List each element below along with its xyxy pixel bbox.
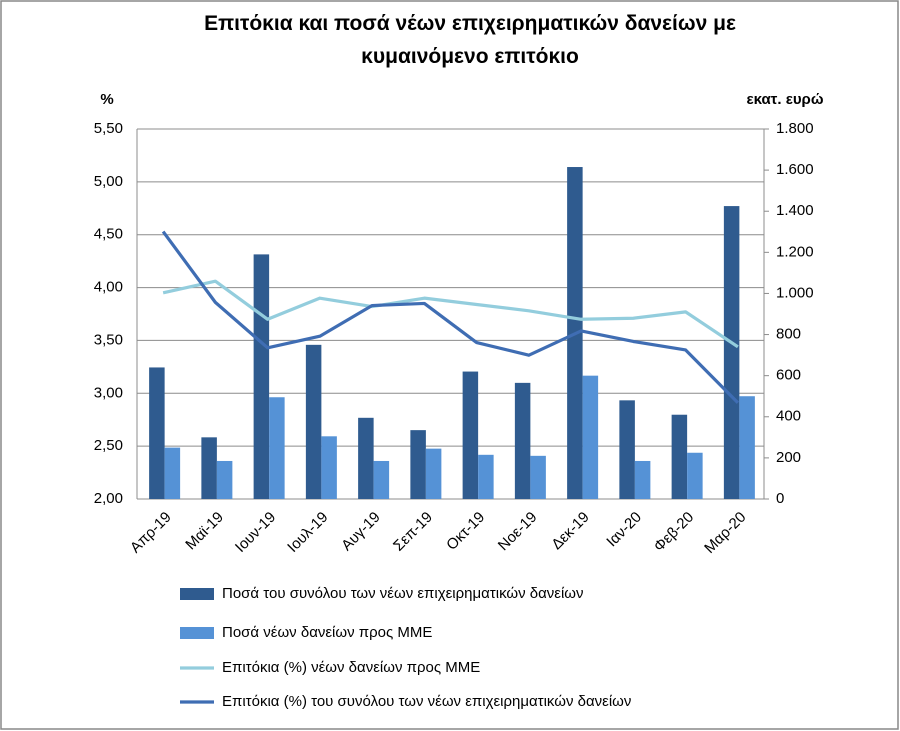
y2-tick-label: 0 xyxy=(776,490,784,507)
y-tick-label: 2,50 xyxy=(94,437,123,454)
bar xyxy=(671,414,688,499)
bar xyxy=(478,454,494,499)
y2-tick-label: 1.800 xyxy=(776,120,814,137)
legend-swatch xyxy=(180,588,214,600)
legend-label: Ποσά του συνόλου των νέων επιχειρηματικώ… xyxy=(222,585,584,602)
bar xyxy=(739,396,755,499)
y-tick-label: 5,00 xyxy=(94,173,123,190)
bar xyxy=(253,254,270,499)
bar xyxy=(149,367,165,499)
legend-label: Ποσά νέων δανείων προς ΜΜΕ xyxy=(222,624,432,641)
legend-swatch xyxy=(180,627,214,639)
bar xyxy=(530,455,546,499)
y2-tick-label: 200 xyxy=(776,449,801,466)
bar xyxy=(201,437,217,499)
y2-tick-label: 1.200 xyxy=(776,243,814,260)
chart-title: Επιτόκια και ποσά νέων επιχειρηματικών δ… xyxy=(204,12,736,68)
bar xyxy=(216,460,233,499)
bar xyxy=(687,452,703,499)
line xyxy=(161,230,740,404)
y-tick-label: 4,00 xyxy=(94,279,123,296)
y-tick-label: 3,50 xyxy=(94,331,123,348)
y2-tick-label: 800 xyxy=(776,326,801,343)
line xyxy=(162,279,739,349)
bar xyxy=(619,400,635,499)
bar xyxy=(514,382,531,499)
bar xyxy=(462,371,479,499)
y2-tick-label: 400 xyxy=(776,408,801,425)
legend-label: Επιτόκια (%) νέων δανείων προς ΜΜΕ xyxy=(222,659,480,676)
bar xyxy=(164,447,181,499)
y-tick-label: 2,00 xyxy=(94,490,123,507)
bar xyxy=(582,375,599,499)
bar xyxy=(410,430,426,499)
bar xyxy=(305,344,322,499)
y2-tick-label: 1.400 xyxy=(776,202,814,219)
y-tick-label: 5,50 xyxy=(94,120,123,137)
legend-label: Επιτόκια (%) του συνόλου των νέων επιχει… xyxy=(222,693,631,710)
bar xyxy=(358,417,374,499)
bar xyxy=(321,436,337,499)
bar xyxy=(723,206,740,500)
y-axis-label: % xyxy=(100,91,113,108)
y-tick-label: 3,00 xyxy=(94,384,123,401)
y2-tick-label: 600 xyxy=(776,367,801,384)
y2-tick-label: 1.000 xyxy=(776,284,814,301)
bar xyxy=(425,448,442,499)
y-tick-label: 4,50 xyxy=(94,226,123,243)
y2-tick-label: 1.600 xyxy=(776,161,814,178)
bar xyxy=(373,460,390,499)
y2-axis-label: εκατ. ευρώ xyxy=(746,91,823,108)
bar xyxy=(634,460,651,499)
bar xyxy=(269,397,285,499)
